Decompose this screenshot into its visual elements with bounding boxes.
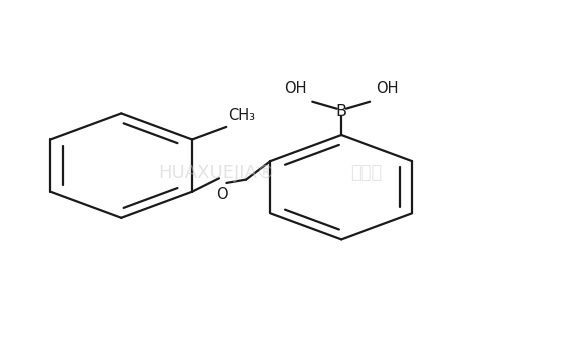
- Text: HUAXUEJIA®: HUAXUEJIA®: [158, 164, 275, 182]
- Text: O: O: [216, 186, 228, 202]
- Text: OH: OH: [376, 81, 398, 96]
- Text: B: B: [336, 104, 347, 119]
- Text: 化学加: 化学加: [350, 164, 382, 182]
- Text: OH: OH: [284, 81, 307, 96]
- Text: CH₃: CH₃: [228, 108, 255, 122]
